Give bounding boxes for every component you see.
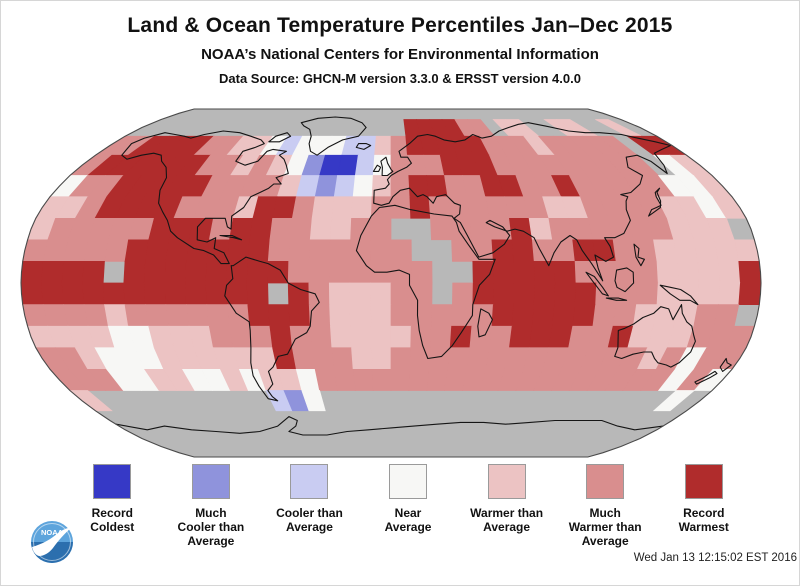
coastline-madagascar <box>477 308 493 338</box>
legend-item-much-warmer-than-average: Much Warmer than Average <box>556 464 655 548</box>
coastline-japan <box>648 187 662 217</box>
legend-label-near-average: Near Average <box>384 506 432 535</box>
legend-item-near-average: Near Average <box>359 464 458 548</box>
coastline-united-kingdom <box>380 156 394 177</box>
coastline-java <box>605 297 628 301</box>
coastline-iceland <box>355 143 372 150</box>
coastline-philippines <box>633 243 645 267</box>
page-subtitle: NOAA’s National Centers for Environmenta… <box>201 46 599 63</box>
legend: Record Coldest Much Cooler than Average Coole… <box>63 464 753 548</box>
coastline-borneo <box>614 267 635 293</box>
noaa-logo-ring <box>33 523 71 561</box>
generation-timestamp: Wed Jan 13 12:15:02 EST 2016 <box>633 552 797 564</box>
coastline-sumatra <box>585 271 609 297</box>
legend-swatch-near-average <box>389 464 428 499</box>
legend-label-much-cooler-than-average: Much Cooler than Average <box>177 506 245 549</box>
legend-swatch-record-coldest <box>93 464 132 499</box>
coastline-ireland <box>372 164 382 172</box>
legend-label-much-warmer-than-average: Much Warmer than Average <box>568 506 642 549</box>
coastline-south-america <box>224 256 320 402</box>
coastline-new-zealand-south <box>694 370 718 385</box>
noaa-logo-text: NOAA <box>41 528 64 537</box>
data-source-line: Data Source: GHCN-M version 3.3.0 & ERSS… <box>219 71 581 86</box>
coastline-baffin-island <box>268 132 292 143</box>
coastline-eurasia <box>373 122 672 282</box>
legend-swatch-warmer-than-average <box>487 464 526 499</box>
coastline-north-america <box>121 130 289 265</box>
map-outline <box>20 108 762 458</box>
legend-item-record-warmest: Record Warmest <box>654 464 753 548</box>
legend-swatch-much-cooler-than-average <box>191 464 230 499</box>
legend-item-cooler-than-average: Cooler than Average <box>260 464 359 548</box>
legend-label-record-warmest: Record Warmest <box>678 506 729 535</box>
coastline-greenland <box>300 116 367 156</box>
legend-item-record-coldest: Record Coldest <box>63 464 162 548</box>
coastline-new-guinea <box>659 284 699 306</box>
legend-label-cooler-than-average: Cooler than Average <box>276 506 343 535</box>
noaa-logo: NOAA <box>31 521 73 563</box>
noaa-logo-bird-icon <box>32 527 72 556</box>
legend-item-much-cooler-than-average: Much Cooler than Average <box>162 464 261 548</box>
coastline-africa <box>355 204 496 360</box>
legend-swatch-record-warmest <box>684 464 723 499</box>
legend-label-warmer-than-average: Warmer than Average <box>470 506 544 535</box>
coastline-antarctica <box>115 416 664 436</box>
world-map <box>20 108 762 458</box>
legend-item-warmer-than-average: Warmer than Average <box>457 464 556 548</box>
page-title: Land & Ocean Temperature Percentiles Jan… <box>127 14 673 37</box>
legend-label-record-coldest: Record Coldest <box>90 506 135 535</box>
coastline-australia <box>614 304 696 368</box>
legend-swatch-much-warmer-than-average <box>586 464 625 499</box>
coastline-cuba <box>219 234 243 241</box>
legend-swatch-cooler-than-average <box>290 464 329 499</box>
map-coastlines <box>115 116 732 436</box>
coastline-new-zealand-north <box>719 357 732 372</box>
